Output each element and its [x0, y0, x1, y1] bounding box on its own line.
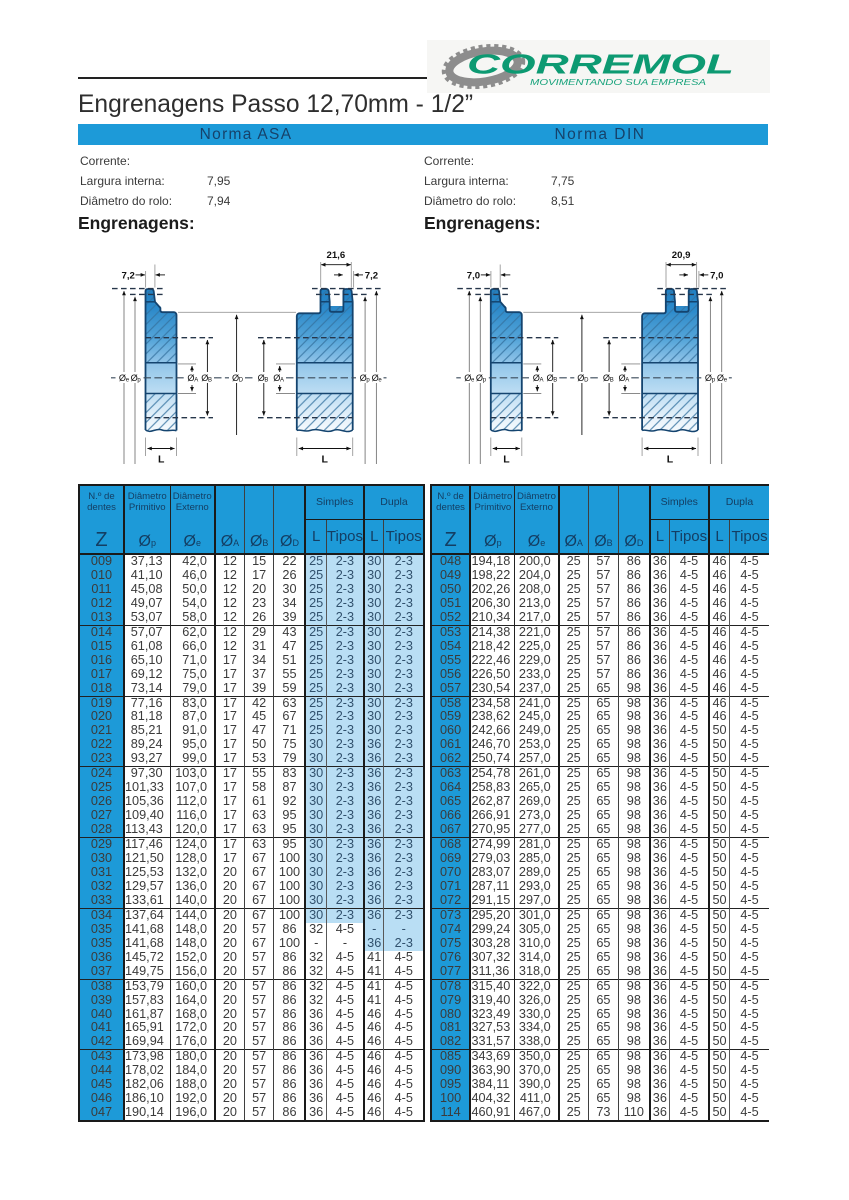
svg-text:p: p: [366, 377, 370, 383]
svg-text:MOVIMENTANDO SUA EMPRESA: MOVIMENTANDO SUA EMPRESA: [530, 78, 706, 87]
svg-text:Ø: Ø: [372, 373, 379, 383]
svg-text:Ø: Ø: [232, 373, 239, 383]
svg-text:Ø: Ø: [131, 373, 138, 383]
svg-text:p: p: [137, 377, 141, 383]
svg-text:Ø: Ø: [201, 373, 208, 383]
svg-text:L: L: [158, 454, 165, 466]
svg-text:L: L: [322, 454, 329, 466]
svg-text:20,9: 20,9: [672, 250, 691, 261]
svg-text:A: A: [194, 377, 198, 383]
svg-text:7,0: 7,0: [467, 270, 480, 281]
svg-text:Ø: Ø: [258, 373, 265, 383]
svg-text:Ø: Ø: [273, 373, 280, 383]
svg-text:7,2: 7,2: [122, 270, 135, 281]
svg-text:Ø: Ø: [187, 373, 194, 383]
svg-text:Ø: Ø: [360, 373, 367, 383]
svg-text:7,0: 7,0: [710, 270, 723, 281]
svg-text:7,2: 7,2: [365, 270, 378, 281]
svg-text:D: D: [239, 377, 244, 383]
svg-text:Ø: Ø: [119, 373, 126, 383]
svg-text:B: B: [208, 377, 212, 383]
svg-text:21,6: 21,6: [327, 250, 346, 261]
svg-text:B: B: [264, 377, 268, 383]
svg-text:e: e: [378, 377, 382, 383]
svg-text:CORREMOL: CORREMOL: [467, 49, 734, 80]
svg-text:e: e: [126, 377, 130, 383]
svg-text:A: A: [280, 377, 284, 383]
